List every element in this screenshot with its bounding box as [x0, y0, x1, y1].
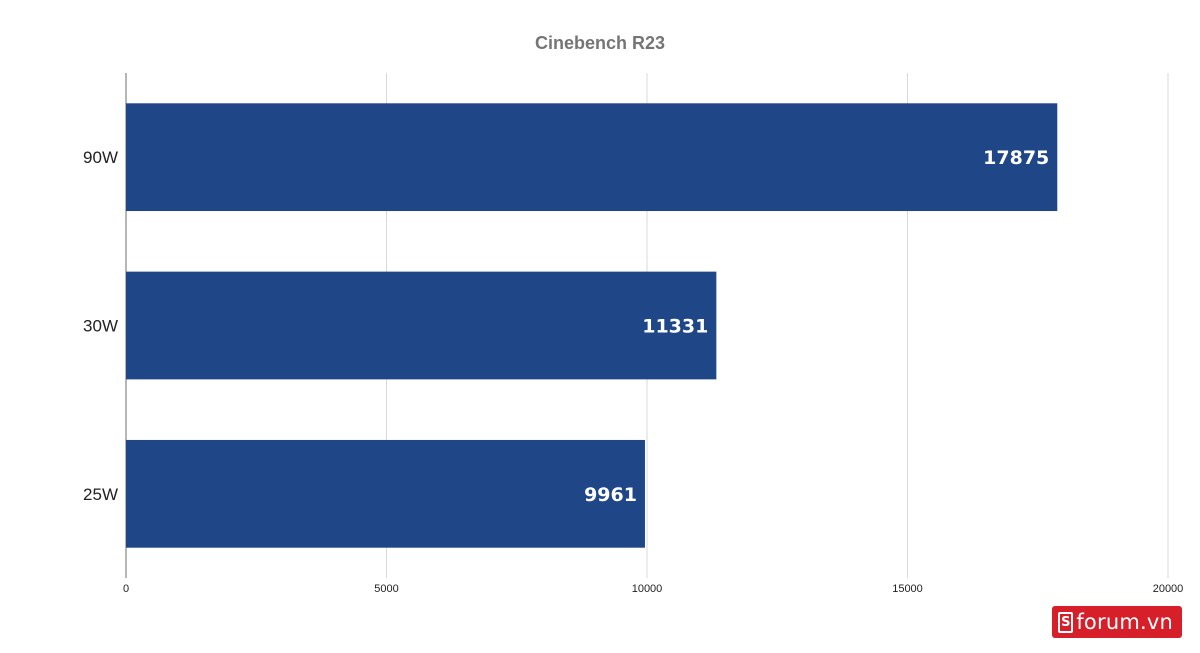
bar	[126, 439, 645, 548]
x-tick-label: 0	[123, 583, 129, 595]
data-labels: 17875 11331 9961	[584, 147, 1049, 506]
x-tick-label: 10000	[632, 583, 663, 595]
x-tick-label: 15000	[892, 583, 923, 595]
data-label: 11331	[642, 316, 708, 338]
x-tick-label: 20000	[1153, 583, 1184, 595]
category-label: 30W	[83, 317, 118, 336]
s-logo-icon: S	[1058, 611, 1074, 633]
chart-title: Cinebench R23	[535, 33, 665, 53]
category-label: 90W	[83, 148, 118, 167]
data-label: 17875	[983, 147, 1049, 169]
bars	[126, 103, 1058, 548]
bar	[126, 271, 717, 380]
category-labels: 90W 30W 25W	[83, 148, 118, 504]
sforum-watermark: S forum.vn	[1052, 606, 1182, 638]
watermark-text: forum.vn	[1076, 609, 1173, 634]
x-tick-label: 5000	[374, 583, 398, 595]
bar	[126, 103, 1058, 212]
x-axis-ticks: 0 5000 10000 15000 20000	[123, 583, 1183, 595]
category-label: 25W	[83, 485, 118, 504]
data-label: 9961	[584, 484, 637, 506]
